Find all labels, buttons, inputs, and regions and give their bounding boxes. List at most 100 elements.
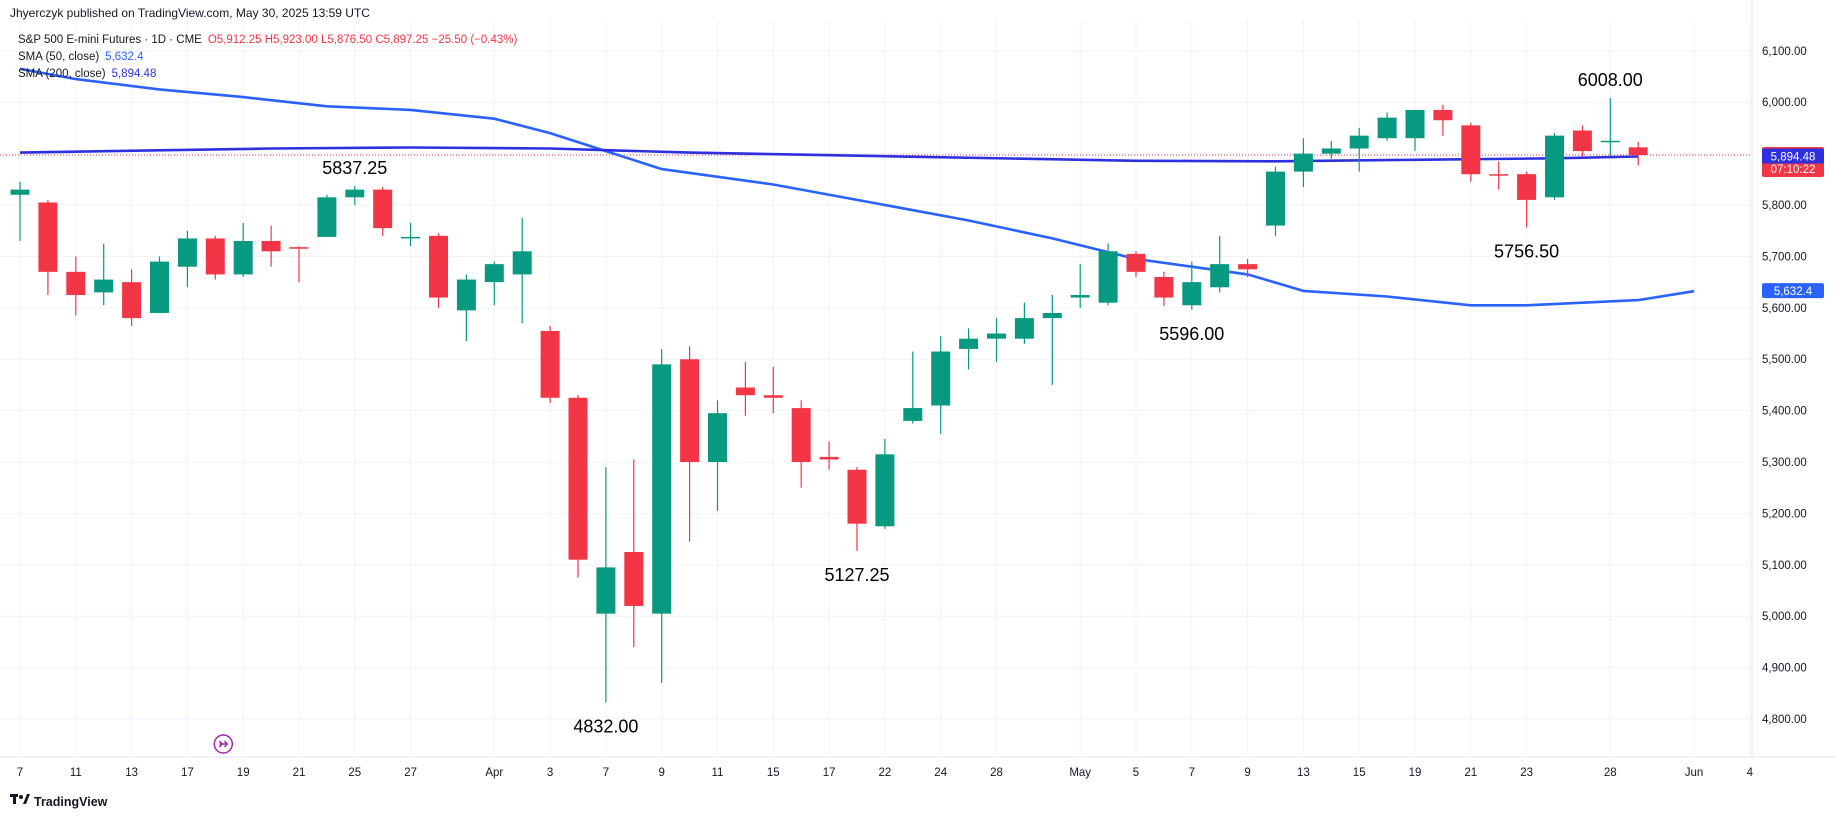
- x-tick-label: May: [1069, 767, 1091, 779]
- candle-body[interactable]: [987, 333, 1006, 339]
- x-tick-label: 28: [990, 767, 1003, 779]
- candle-body[interactable]: [38, 202, 58, 272]
- candle-body[interactable]: [1293, 153, 1313, 172]
- candle-body[interactable]: [1182, 282, 1202, 306]
- candle-body[interactable]: [205, 238, 225, 275]
- candle-body[interactable]: [708, 413, 727, 463]
- candle-body[interactable]: [875, 454, 895, 527]
- candle-body[interactable]: [429, 235, 448, 298]
- legend-sma200-row[interactable]: SMA (200, close) 5,894.48: [18, 68, 156, 80]
- price-annotation: 5837.25: [322, 158, 387, 178]
- candle-body[interactable]: [1098, 251, 1118, 303]
- candle-body[interactable]: [177, 238, 197, 267]
- candle-body[interactable]: [1433, 109, 1453, 121]
- price-annotation: 6008.00: [1578, 70, 1643, 90]
- candle-body[interactable]: [1014, 318, 1034, 339]
- candle-body[interactable]: [1545, 135, 1564, 198]
- x-tick-label: 7: [17, 767, 23, 779]
- candle-body[interactable]: [1572, 130, 1592, 152]
- candle-body[interactable]: [261, 241, 281, 252]
- candle-body[interactable]: [735, 387, 755, 396]
- x-tick-label: 11: [70, 767, 82, 779]
- candle-body[interactable]: [289, 247, 309, 249]
- y-tick-label: 5,800.00: [1762, 200, 1807, 212]
- candle-body[interactable]: [1461, 125, 1481, 175]
- sma200-label: SMA (200, close): [18, 68, 106, 80]
- candle-body[interactable]: [66, 271, 86, 295]
- sma50-label: SMA (50, close): [18, 51, 100, 63]
- candle-body[interactable]: [122, 282, 142, 319]
- candle-body[interactable]: [624, 551, 644, 606]
- candle-body[interactable]: [1126, 253, 1146, 272]
- legend-sma50-row[interactable]: SMA (50, close) 5,632.4: [18, 51, 144, 63]
- candle-body[interactable]: [484, 264, 504, 283]
- candle-body[interactable]: [1377, 117, 1397, 139]
- y-tick-label: 5,100.00: [1762, 560, 1807, 572]
- y-tick-label: 5,200.00: [1762, 508, 1807, 520]
- candle-body[interactable]: [94, 279, 114, 293]
- candle-body[interactable]: [233, 241, 253, 275]
- x-tick-label: 11: [712, 767, 724, 779]
- candle-body[interactable]: [345, 189, 365, 198]
- candle-body[interactable]: [150, 261, 169, 313]
- candle-body[interactable]: [1517, 174, 1537, 200]
- x-tick-label: 28: [1604, 767, 1617, 779]
- candle-body[interactable]: [1266, 171, 1285, 226]
- candle-body[interactable]: [763, 395, 783, 398]
- ohlc-values: O5,912.25 H5,923.00 L5,876.50 C5,897.25 …: [207, 34, 518, 46]
- brand-name: TradingView: [34, 794, 108, 809]
- candle-body[interactable]: [1321, 148, 1341, 154]
- candle-body[interactable]: [1600, 140, 1620, 143]
- x-tick-label: 21: [293, 767, 306, 779]
- candle-body[interactable]: [1210, 264, 1230, 288]
- x-tick-label: 22: [879, 767, 892, 779]
- candle-body[interactable]: [10, 189, 30, 195]
- candle-body[interactable]: [791, 408, 811, 463]
- x-tick-label: 23: [1520, 767, 1533, 779]
- candle-body[interactable]: [1042, 312, 1062, 319]
- x-tick-label: 15: [767, 767, 780, 779]
- y-tick-label: 5,400.00: [1762, 406, 1807, 418]
- candle-body[interactable]: [317, 197, 337, 237]
- candle-body[interactable]: [568, 397, 588, 560]
- legend-symbol-row: S&P 500 E-mini Futures · 1D · CME O5,912.…: [18, 34, 517, 46]
- candle-body[interactable]: [903, 408, 923, 421]
- symbol-title[interactable]: S&P 500 E-mini Futures · 1D · CME: [18, 34, 202, 46]
- candle-body[interactable]: [1489, 174, 1509, 176]
- candle-body[interactable]: [373, 189, 393, 229]
- candle-body[interactable]: [1628, 147, 1648, 156]
- candle-body[interactable]: [680, 359, 700, 463]
- x-tick-label: 19: [1409, 767, 1422, 779]
- candle-body[interactable]: [819, 456, 839, 460]
- x-tick-label: 17: [181, 767, 194, 779]
- sma50-line[interactable]: [19, 67, 1695, 307]
- x-tick-label: 21: [1464, 767, 1477, 779]
- sma200-price-tag-text: 5,894.48: [1771, 151, 1816, 163]
- tradingview-brand[interactable]: TradingView: [10, 794, 107, 809]
- candle-body[interactable]: [512, 251, 532, 275]
- y-tick-label: 6,000.00: [1762, 97, 1807, 109]
- candle-body[interactable]: [847, 469, 867, 524]
- x-tick-label: 13: [1297, 767, 1310, 779]
- x-tick-label: 24: [934, 767, 947, 779]
- candle-body[interactable]: [1070, 294, 1090, 298]
- sma200-price-tag: [1762, 148, 1824, 164]
- candle-body[interactable]: [456, 279, 476, 311]
- sma50-price-tag-text: 5,632.4: [1774, 286, 1813, 298]
- candle-body[interactable]: [596, 567, 616, 614]
- candle-body[interactable]: [1405, 109, 1425, 139]
- sma50-value: 5,632.4: [105, 51, 144, 63]
- candle-body[interactable]: [1349, 135, 1369, 149]
- candle-body[interactable]: [959, 338, 979, 349]
- last-price-tag-text: 07:10:22: [1771, 164, 1816, 176]
- x-tick-label: 9: [1244, 767, 1250, 779]
- candle-body[interactable]: [1154, 276, 1174, 298]
- candle-body[interactable]: [540, 330, 560, 398]
- candle-body[interactable]: [931, 351, 951, 406]
- sma50-price-tag: [1762, 283, 1824, 299]
- candle-body[interactable]: [652, 364, 672, 614]
- x-tick-label: 7: [1189, 767, 1195, 779]
- candle-body[interactable]: [1238, 264, 1258, 270]
- candle-body[interactable]: [401, 236, 421, 239]
